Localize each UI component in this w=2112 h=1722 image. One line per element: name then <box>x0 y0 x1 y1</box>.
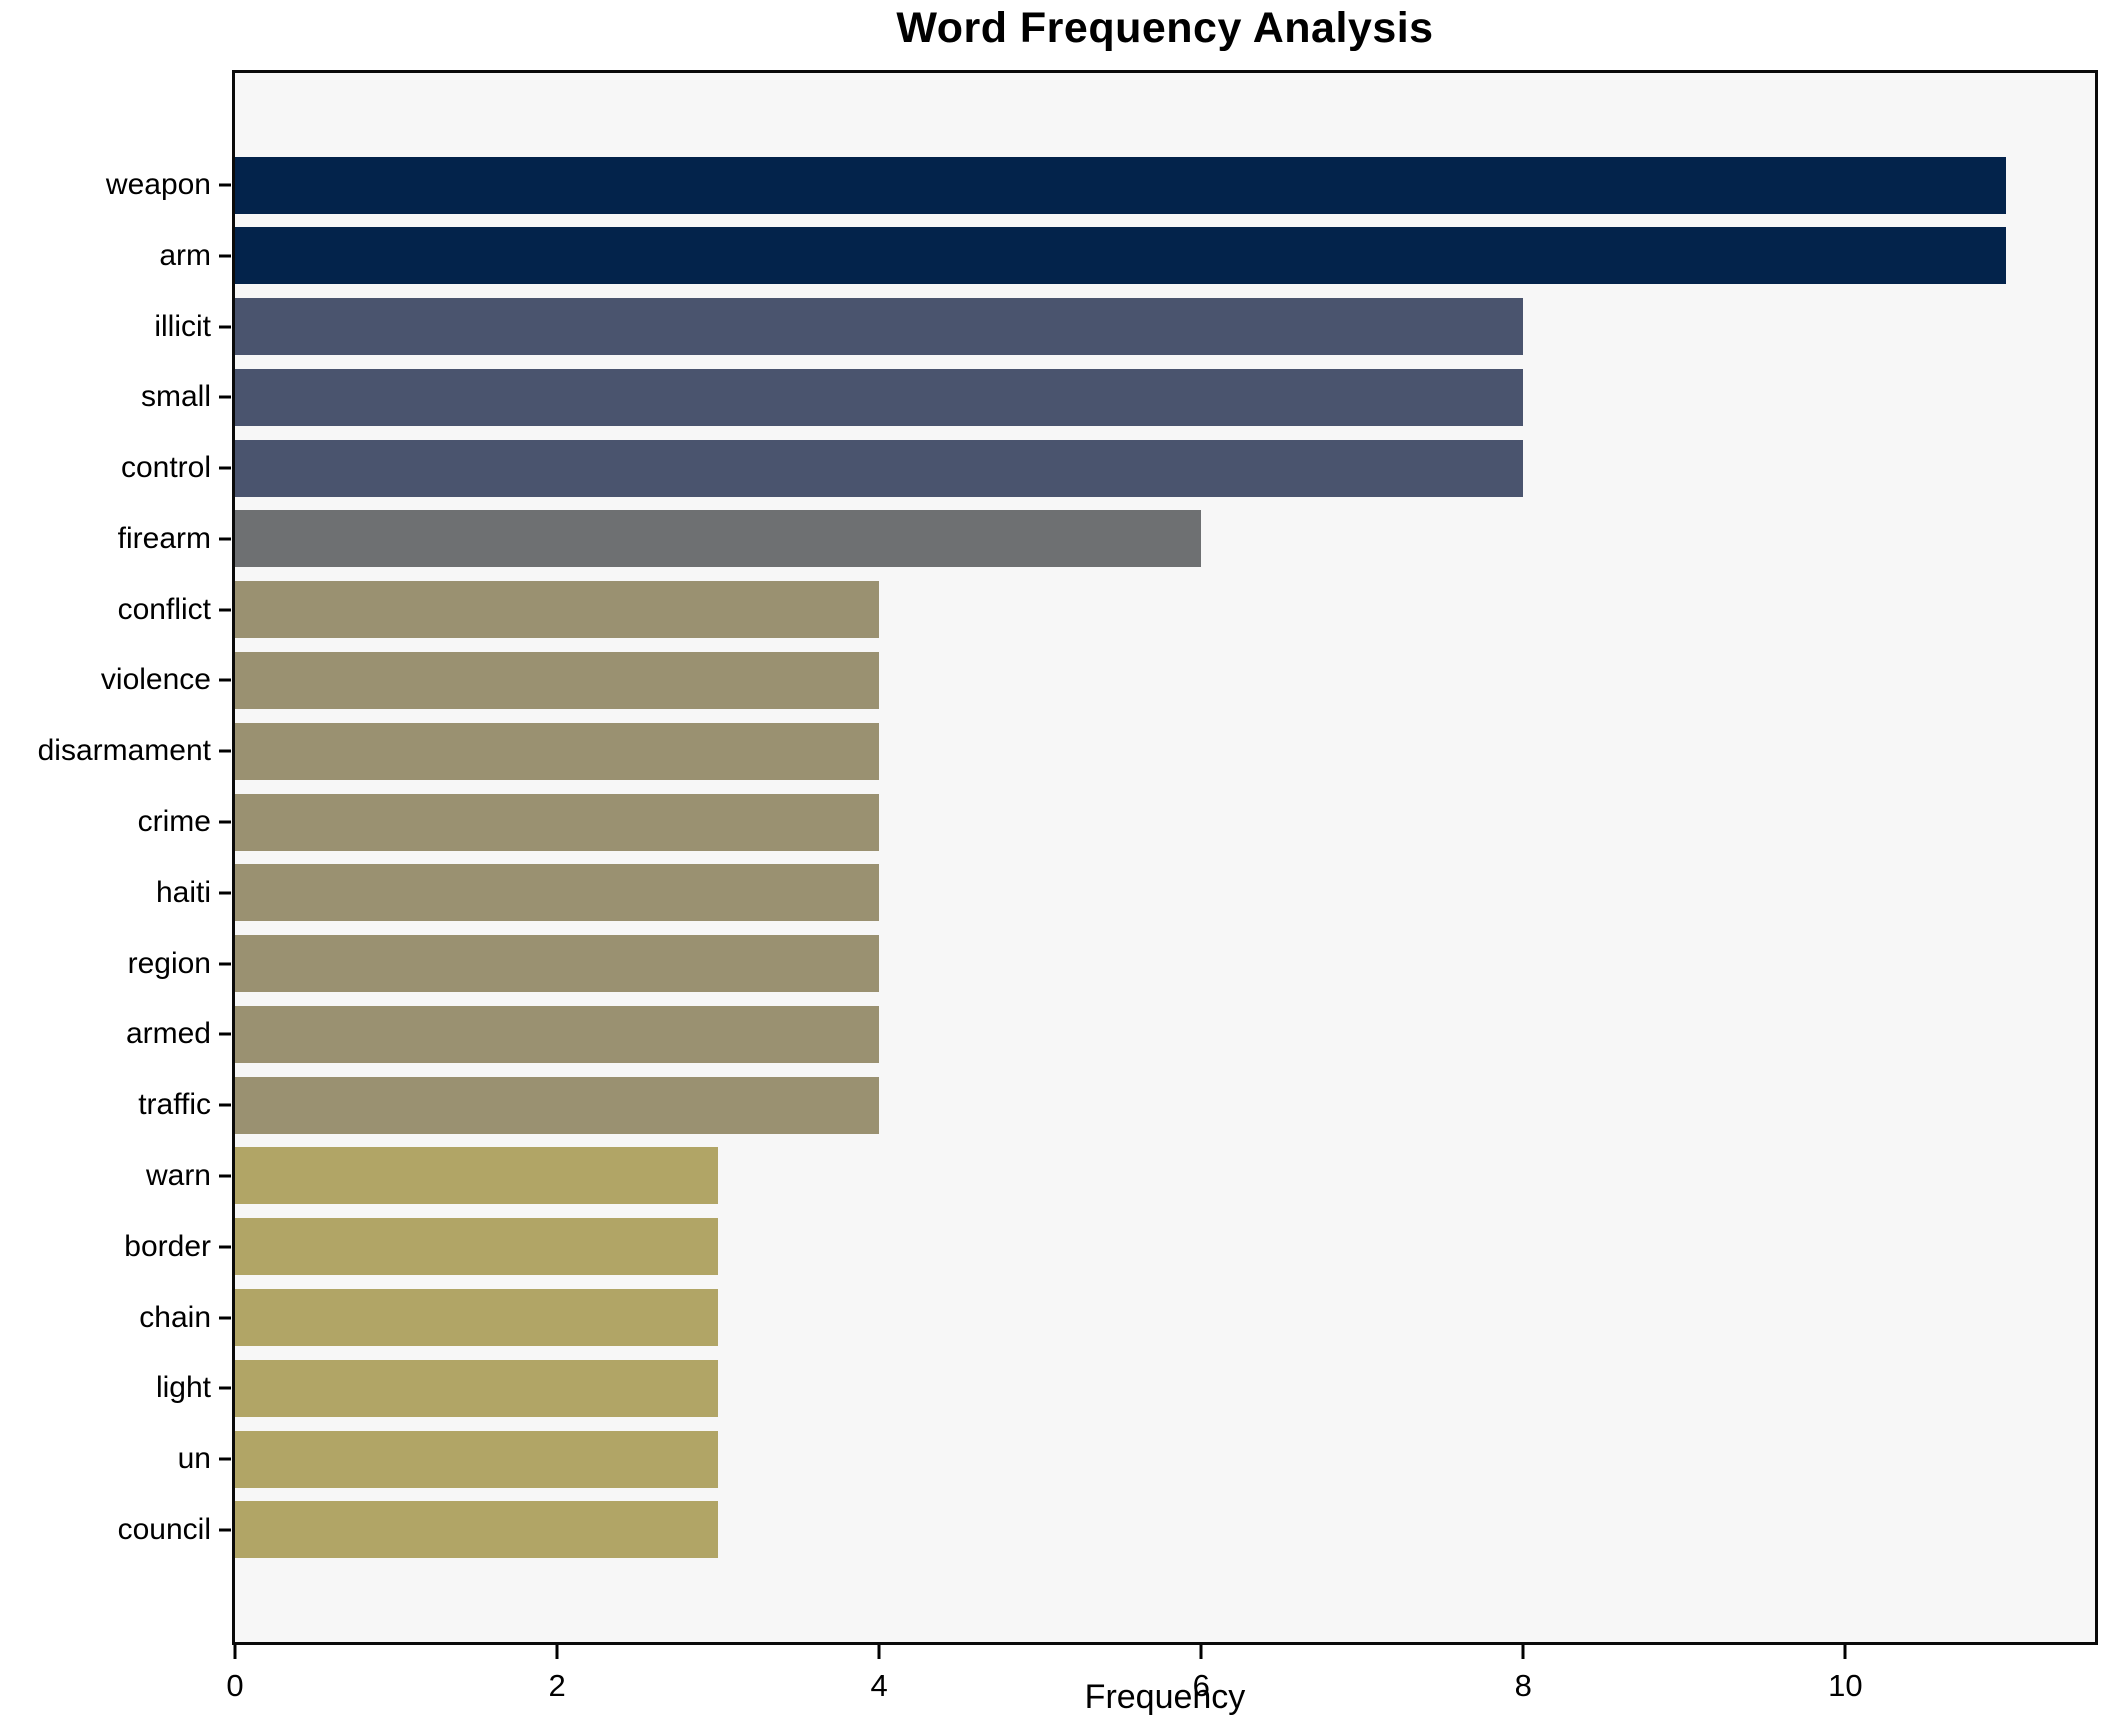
bar <box>235 581 880 639</box>
bar-row: chain <box>139 1283 2095 1353</box>
y-tick-label: traffic <box>138 1088 211 1122</box>
bar-row: small <box>141 362 2095 432</box>
y-tick-label: firearm <box>117 521 211 555</box>
x-axis-label: Frequency <box>1084 1678 1246 1716</box>
bar-row: arm <box>159 221 2095 291</box>
bar <box>235 439 1524 497</box>
bar <box>235 1430 719 1488</box>
x-tick-label: 4 <box>870 1668 888 1703</box>
bar-row: warn <box>146 1141 2095 1211</box>
y-tick-mark <box>219 820 231 824</box>
y-tick-label: armed <box>125 1017 211 1051</box>
y-tick-label: small <box>140 380 211 414</box>
x-tick-label: 10 <box>1828 1668 1863 1703</box>
bar-row: conflict <box>118 575 2095 645</box>
bar <box>235 793 880 851</box>
bar-row: region <box>128 929 2095 999</box>
y-tick-mark <box>219 395 231 399</box>
bar <box>235 935 880 993</box>
y-tick-mark <box>219 1103 231 1107</box>
bar-row: disarmament <box>38 716 2095 786</box>
y-tick-label: council <box>117 1512 211 1546</box>
x-tick-label: 2 <box>548 1668 566 1703</box>
bar-row: firearm <box>118 504 2095 574</box>
y-tick-label: violence <box>100 663 211 697</box>
x-tick-mark <box>1199 1645 1203 1659</box>
y-tick-mark <box>219 1032 231 1036</box>
y-tick-label: light <box>155 1371 211 1405</box>
bar-row: armed <box>126 999 2095 1069</box>
bar-row: violence <box>101 645 2095 715</box>
y-tick-label: un <box>177 1442 211 1476</box>
bar-row: crime <box>138 787 2095 857</box>
y-tick-label: crime <box>137 805 211 839</box>
bar <box>235 1218 719 1276</box>
y-tick-mark <box>219 1245 231 1249</box>
y-tick-label: chain <box>139 1300 211 1334</box>
bar <box>235 1147 719 1205</box>
bar-row: haiti <box>156 858 2095 928</box>
y-tick-mark <box>219 1528 231 1532</box>
bar <box>235 510 1202 568</box>
y-tick-mark <box>219 1316 231 1319</box>
bar-row: border <box>124 1212 2095 1282</box>
y-tick-mark <box>219 608 231 612</box>
bar <box>235 368 1524 426</box>
bar <box>235 227 2007 285</box>
bar-row: traffic <box>138 1070 2095 1140</box>
y-tick-label: control <box>120 451 211 485</box>
y-tick-mark <box>219 325 231 329</box>
y-tick-mark <box>219 1174 231 1178</box>
x-tick-label: 0 <box>226 1668 244 1703</box>
bar <box>235 722 880 780</box>
bar <box>235 1501 719 1559</box>
y-tick-mark <box>219 183 231 187</box>
bar <box>235 1076 880 1134</box>
bar-row: council <box>118 1495 2095 1565</box>
y-tick-mark <box>219 466 231 470</box>
bar <box>235 1359 719 1417</box>
bar <box>235 864 880 922</box>
x-tick-mark <box>1843 1645 1847 1659</box>
bar <box>235 1005 880 1063</box>
x-tick-label: 8 <box>1514 1668 1532 1703</box>
bar <box>235 1289 719 1346</box>
y-tick-mark <box>219 1457 231 1461</box>
y-tick-label: warn <box>145 1158 211 1192</box>
bar-row: weapon <box>106 150 2095 220</box>
y-tick-mark <box>219 891 231 895</box>
y-tick-mark <box>219 254 231 258</box>
bar <box>235 156 2007 214</box>
y-tick-label: haiti <box>155 875 211 909</box>
y-tick-mark <box>219 537 231 541</box>
y-tick-label: border <box>124 1229 211 1263</box>
bar-row: illicit <box>154 292 2095 362</box>
x-tick-mark <box>233 1645 237 1659</box>
y-tick-label: region <box>127 946 211 980</box>
bar-row: light <box>156 1353 2095 1423</box>
y-tick-mark <box>219 962 231 966</box>
x-tick-label: 6 <box>1192 1668 1210 1703</box>
chart-title: Word Frequency Analysis <box>896 4 1434 52</box>
y-tick-mark <box>219 1386 231 1390</box>
y-tick-label: conflict <box>117 592 211 626</box>
bar <box>235 651 880 709</box>
plot-area: weapon arm illicit small control firearm confl… <box>38 70 2098 1703</box>
y-tick-label: arm <box>159 238 211 272</box>
y-tick-label: weapon <box>105 168 211 201</box>
y-tick-mark <box>219 678 231 682</box>
bar-row: control <box>121 433 2095 503</box>
x-tick-mark <box>1521 1645 1525 1659</box>
y-tick-mark <box>219 749 231 753</box>
bar-row: un <box>178 1424 2095 1494</box>
y-tick-label: illicit <box>154 309 211 343</box>
bar <box>235 298 1524 356</box>
x-tick-mark <box>555 1645 559 1659</box>
y-tick-label: disarmament <box>37 734 211 768</box>
x-axis-ticks: 0 2 4 6 8 10 <box>226 1642 2095 1722</box>
bars-area: weapon arm illicit small control firearm confl… <box>38 73 2095 1642</box>
x-tick-mark <box>877 1645 881 1659</box>
